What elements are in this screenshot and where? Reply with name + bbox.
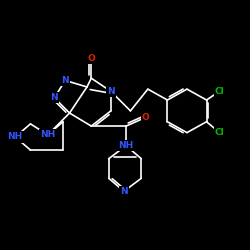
- Text: N: N: [107, 87, 115, 96]
- Text: NH: NH: [8, 132, 23, 141]
- Text: Cl: Cl: [215, 87, 224, 96]
- Text: NH: NH: [118, 141, 134, 150]
- Text: N: N: [62, 76, 69, 85]
- Text: O: O: [88, 54, 95, 63]
- Text: Cl: Cl: [215, 128, 224, 137]
- Text: NH: NH: [40, 130, 56, 139]
- Text: N: N: [120, 187, 128, 196]
- Text: N: N: [50, 93, 58, 102]
- Text: O: O: [142, 113, 150, 122]
